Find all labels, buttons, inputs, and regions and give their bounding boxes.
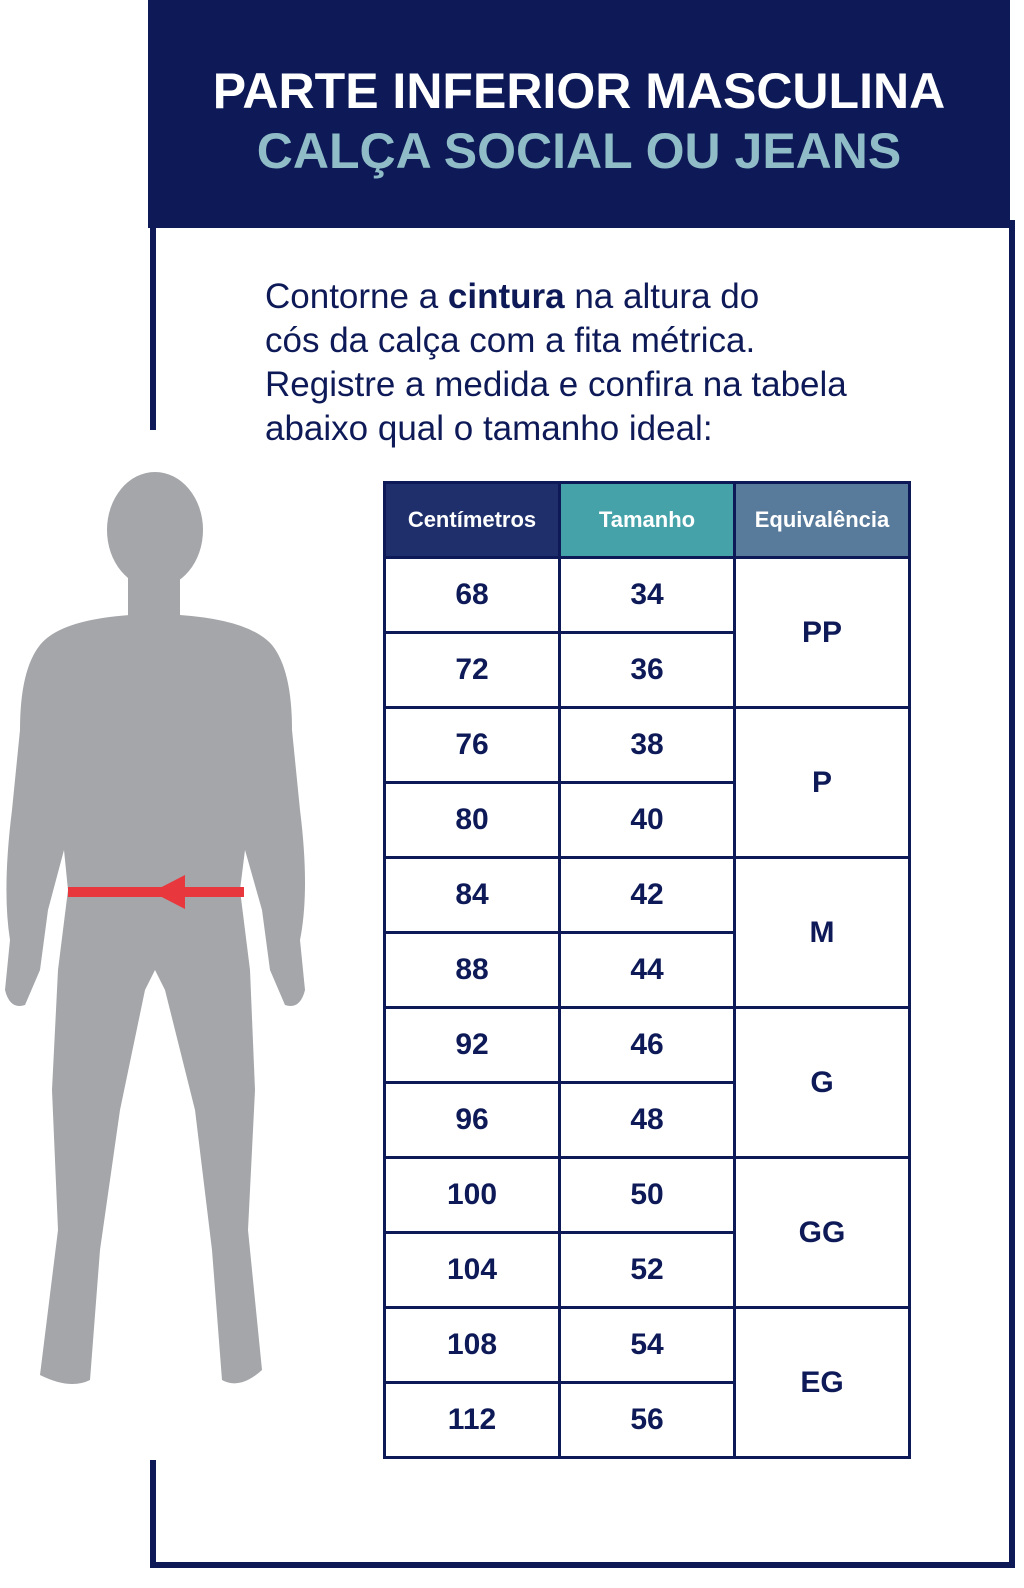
cell-cm: 84 xyxy=(383,856,561,934)
cell-cm: 108 xyxy=(383,1306,561,1384)
cell-size: 56 xyxy=(558,1381,736,1459)
instr-text: Contorne a xyxy=(265,277,448,316)
cell-cm: 92 xyxy=(383,1006,561,1084)
cell-size: 52 xyxy=(558,1231,736,1309)
table-row: 68 34 PP xyxy=(383,556,911,709)
cell-size: 40 xyxy=(558,781,736,859)
cell-cm: 96 xyxy=(383,1081,561,1159)
cell-cm: 68 xyxy=(383,556,561,634)
cell-equivalence: M xyxy=(733,856,911,1009)
table-row: 112 56 xyxy=(383,1381,910,1459)
cell-cm: 72 xyxy=(383,631,561,709)
instr-line: cós da calça com a fita métrica. xyxy=(265,321,756,360)
cell-equivalence: PP xyxy=(733,556,911,709)
title: PARTE INFERIOR MASCULINA xyxy=(212,63,946,119)
size-table: Centímetros Tamanho Equivalência 68 34 PP 7… xyxy=(383,481,911,1459)
table-row: 72 36 xyxy=(383,631,910,709)
cell-size: 46 xyxy=(558,1006,736,1084)
table-row: 92 46 G xyxy=(383,1006,911,1159)
table-row: 84 42 M xyxy=(383,856,911,1009)
table-row: 96 48 xyxy=(383,1081,910,1159)
instructions: Contorne a cintura na altura do cós da c… xyxy=(265,275,965,451)
cell-equivalence: EG xyxy=(733,1306,911,1459)
instr-line: abaixo qual o tamanho ideal: xyxy=(265,409,713,448)
cell-equivalence: P xyxy=(733,706,911,859)
instr-line: Registre a medida e confira na tabela xyxy=(265,365,847,404)
instr-bold: cintura xyxy=(447,277,565,316)
table-row: 76 38 P xyxy=(383,706,911,859)
header-banner: PARTE INFERIOR MASCULINA CALÇA SOCIAL OU… xyxy=(148,0,1010,228)
cell-size: 44 xyxy=(558,931,736,1009)
table-row: 100 50 GG xyxy=(383,1156,911,1309)
cell-cm: 88 xyxy=(383,931,561,1009)
cell-size: 36 xyxy=(558,631,736,709)
cell-cm: 104 xyxy=(383,1231,561,1309)
table-row: 104 52 xyxy=(383,1231,910,1309)
subtitle: CALÇA SOCIAL OU JEANS xyxy=(256,123,902,179)
cell-size: 42 xyxy=(558,856,736,934)
table-row: 108 54 EG xyxy=(383,1306,911,1459)
cell-equivalence: G xyxy=(733,1006,911,1159)
cell-size: 34 xyxy=(558,556,736,634)
cell-size: 54 xyxy=(558,1306,736,1384)
cell-size: 48 xyxy=(558,1081,736,1159)
header-centimetros: Centímetros xyxy=(383,481,561,559)
cell-equivalence: GG xyxy=(733,1156,911,1309)
cell-cm: 76 xyxy=(383,706,561,784)
table-row: 80 40 xyxy=(383,781,910,859)
header-equivalencia: Equivalência xyxy=(733,481,911,559)
table-row: 88 44 xyxy=(383,931,910,1009)
cell-cm: 80 xyxy=(383,781,561,859)
cell-size: 50 xyxy=(558,1156,736,1234)
instr-text: na altura do xyxy=(564,277,760,316)
cell-cm: 112 xyxy=(383,1381,561,1459)
arrow-left-icon xyxy=(152,875,185,909)
header-tamanho: Tamanho xyxy=(558,481,736,559)
cell-cm: 100 xyxy=(383,1156,561,1234)
male-silhouette-icon xyxy=(5,472,305,1384)
cell-size: 38 xyxy=(558,706,736,784)
